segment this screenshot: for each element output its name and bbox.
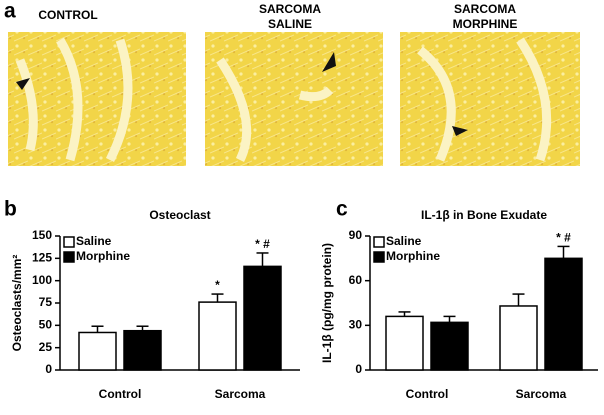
y-tick-label: 125: [32, 251, 52, 265]
y-tick-label: 75: [39, 295, 53, 309]
y-tick-label: 60: [349, 273, 363, 287]
chart-title: IL-1β in Bone Exudate: [421, 208, 547, 222]
y-tick-label: 0: [45, 362, 52, 376]
image-label: SALINE: [268, 17, 312, 31]
micrograph: [205, 32, 383, 166]
legend-label: Morphine: [386, 249, 440, 263]
bar: [499, 305, 538, 371]
significance-label: * #: [556, 231, 571, 245]
bar: [544, 257, 583, 371]
legend-label: Morphine: [76, 249, 130, 263]
y-tick-label: 50: [39, 318, 53, 332]
bar: [198, 301, 237, 371]
micrograph-texture: [15, 37, 133, 163]
x-tick-label: Control: [406, 387, 449, 401]
arrowhead: [322, 52, 336, 72]
legend-swatch: [373, 251, 385, 263]
arrowhead: [452, 126, 468, 136]
arrowhead: [16, 78, 30, 90]
image-label: SARCOMA: [454, 2, 516, 16]
significance-label: *: [215, 278, 220, 292]
significance-label: * #: [255, 237, 270, 251]
y-tick-label: 30: [349, 318, 363, 332]
image-label: CONTROL: [38, 8, 97, 22]
legend-swatch: [63, 236, 75, 248]
y-axis-label: IL-1β (pg/mg protein): [320, 243, 334, 363]
panel-label: b: [4, 198, 17, 221]
micrograph-texture: [417, 37, 552, 162]
y-tick-label: 90: [349, 228, 363, 242]
bar: [78, 331, 117, 371]
panel-label: c: [336, 198, 348, 221]
bar: [123, 329, 162, 371]
x-tick-label: Sarcoma: [215, 387, 266, 401]
bar: [385, 315, 424, 371]
legend-swatch: [373, 236, 385, 248]
bar: [430, 321, 469, 371]
y-axis-label: Osteoclasts/mm²: [10, 255, 24, 352]
y-tick-label: 25: [39, 340, 53, 354]
panel-label: a: [4, 0, 16, 23]
y-tick-label: 150: [32, 228, 52, 242]
image-label: SARCOMA: [259, 2, 321, 16]
chart-title: Osteoclast: [149, 208, 210, 222]
legend-swatch: [63, 251, 75, 263]
x-tick-label: Control: [99, 387, 142, 401]
legend-label: Saline: [76, 234, 112, 248]
bar: [243, 265, 282, 371]
micrograph-texture: [216, 57, 334, 163]
micrograph: [8, 32, 186, 166]
image-label: MORPHINE: [453, 17, 518, 31]
legend-label: Saline: [386, 234, 422, 248]
y-tick-label: 100: [32, 273, 52, 287]
x-tick-label: Sarcoma: [516, 387, 567, 401]
y-tick-label: 0: [355, 362, 362, 376]
